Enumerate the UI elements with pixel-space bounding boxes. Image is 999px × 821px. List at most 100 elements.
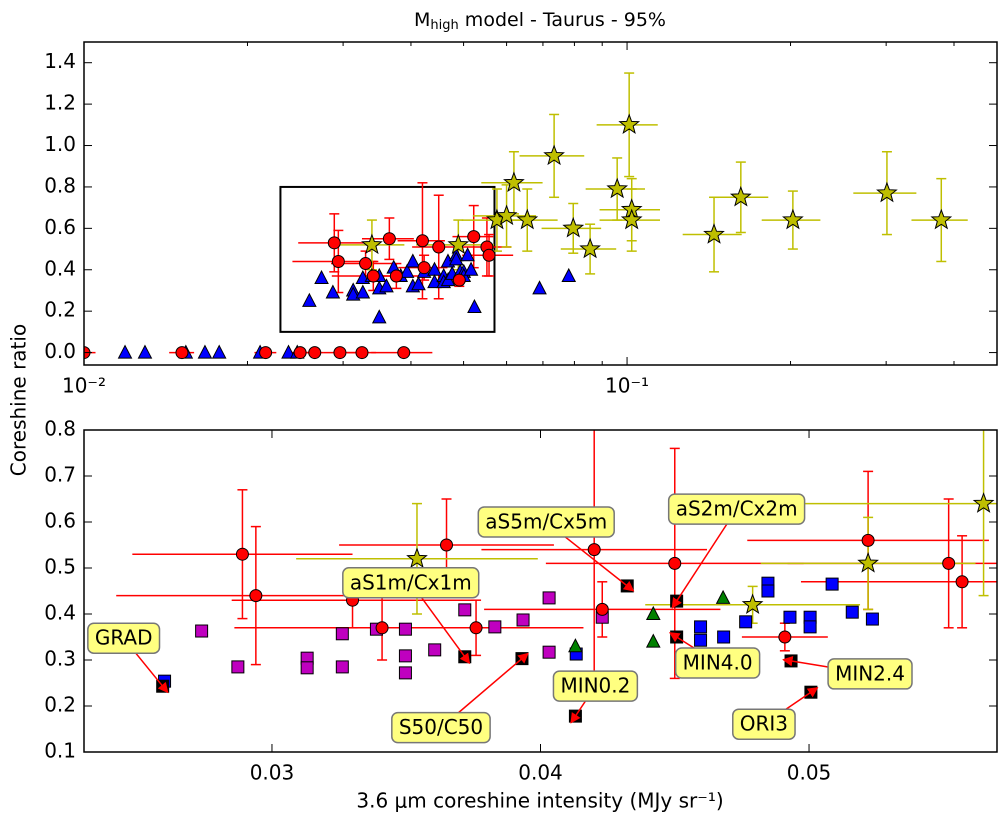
- data-point: [606, 177, 629, 199]
- annotation-box: [827, 658, 913, 690]
- data-point: [930, 208, 953, 230]
- annotation-box: [732, 708, 796, 740]
- data-point: [411, 276, 426, 291]
- data-point: [942, 556, 956, 570]
- y-tick-label: 0.1: [44, 739, 76, 763]
- y-tick-label: 0.4: [44, 601, 76, 625]
- data-point: [516, 208, 539, 230]
- y-tick-label: 0.5: [44, 555, 76, 579]
- data-point: [355, 284, 371, 299]
- y-tick-label: 1.0: [44, 132, 76, 156]
- annotation-box: [667, 493, 806, 525]
- data-point: [432, 240, 446, 254]
- annotation-label: GRAD: [95, 626, 153, 650]
- data-point: [308, 346, 322, 360]
- data-point: [235, 547, 249, 561]
- data-point: [467, 230, 481, 244]
- panel: [84, 72, 968, 360]
- data-point: [428, 643, 442, 657]
- data-point: [417, 261, 431, 275]
- x-tick-label: 0.05: [787, 761, 832, 785]
- data-point: [281, 344, 296, 359]
- x-tick-label: 10⁻¹: [605, 374, 649, 398]
- data-point: [293, 346, 307, 360]
- y-tick-label: 0.4: [44, 256, 76, 280]
- data-point: [463, 261, 479, 276]
- y-tick-label: 0.6: [44, 509, 76, 533]
- y-tick-label: 0.8: [44, 417, 76, 441]
- annotation-box: [391, 711, 491, 744]
- data-point: [389, 269, 403, 283]
- data-point: [694, 620, 708, 634]
- annotation-box: [87, 622, 161, 654]
- data-point: [955, 575, 969, 589]
- y-tick-label: 0.0: [44, 339, 76, 363]
- data-point: [458, 603, 472, 617]
- data-point: [460, 247, 475, 262]
- data-point: [249, 589, 263, 603]
- data-point: [398, 649, 412, 663]
- data-point: [406, 547, 428, 569]
- data-point: [857, 551, 879, 573]
- data-point: [231, 660, 245, 674]
- data-point: [865, 612, 879, 626]
- data-point: [739, 615, 753, 629]
- data-point: [618, 113, 641, 135]
- data-point: [359, 257, 373, 271]
- annotation-box: [552, 670, 639, 702]
- data-point: [717, 630, 731, 644]
- data-point: [375, 621, 389, 635]
- data-point: [300, 661, 314, 675]
- data-point: [335, 627, 349, 641]
- data-point: [620, 208, 643, 230]
- data-point: [331, 254, 345, 268]
- data-point: [175, 346, 189, 360]
- x-axis-label: 3.6 μm coreshine intensity (MJy sr⁻¹): [356, 789, 723, 813]
- data-point: [327, 236, 341, 250]
- data-point: [542, 591, 556, 605]
- data-point: [495, 204, 518, 226]
- annotation-box: [674, 647, 761, 679]
- data-point: [595, 602, 609, 616]
- data-point: [415, 234, 429, 248]
- data-point: [211, 344, 227, 359]
- annotation-label: aS1m/Cx1m: [350, 570, 472, 594]
- data-point: [568, 638, 583, 653]
- data-point: [715, 589, 731, 604]
- y-tick-label: 1.2: [44, 91, 76, 115]
- data-point: [399, 263, 415, 278]
- data-point: [361, 233, 383, 255]
- data-point: [694, 633, 708, 647]
- data-point: [117, 344, 133, 359]
- data-point: [447, 233, 470, 255]
- data-point: [398, 622, 412, 636]
- data-point: [482, 248, 496, 262]
- y-tick-label: 0.2: [44, 693, 76, 717]
- data-point: [137, 344, 153, 359]
- annotation-label: aS2m/Cx2m: [676, 497, 798, 521]
- data-point: [335, 660, 349, 674]
- y-tick-label: 0.6: [44, 215, 76, 239]
- annotation-box: [342, 567, 480, 599]
- x-tick-label: 0.04: [518, 761, 563, 785]
- x-tick-label: 0.03: [250, 761, 295, 785]
- data-point: [783, 610, 797, 624]
- y-tick-label: 0.3: [44, 647, 76, 671]
- axes-frame: [83, 429, 998, 753]
- y-axis-label: Coreshine ratio: [7, 324, 31, 476]
- x-tick-label: 10⁻²: [62, 374, 106, 398]
- annotation-label: MIN0.2: [560, 674, 630, 698]
- data-point: [405, 253, 421, 268]
- data-point: [382, 232, 396, 246]
- plot-area: 0.0 0.2 0.4 0.6 0.8 1.0 1.2 1.4 10⁻² 10⁻¹ GRAD aS1m…: [44, 41, 998, 785]
- annotation-arrow: [671, 508, 738, 609]
- data-point: [543, 144, 565, 166]
- data-point: [516, 613, 530, 627]
- data-point: [440, 538, 454, 552]
- data-point: [314, 269, 329, 285]
- data-point: [845, 605, 859, 619]
- data-point: [333, 346, 347, 360]
- data-point: [761, 584, 775, 598]
- data-point: [703, 223, 725, 244]
- data-point: [488, 620, 502, 634]
